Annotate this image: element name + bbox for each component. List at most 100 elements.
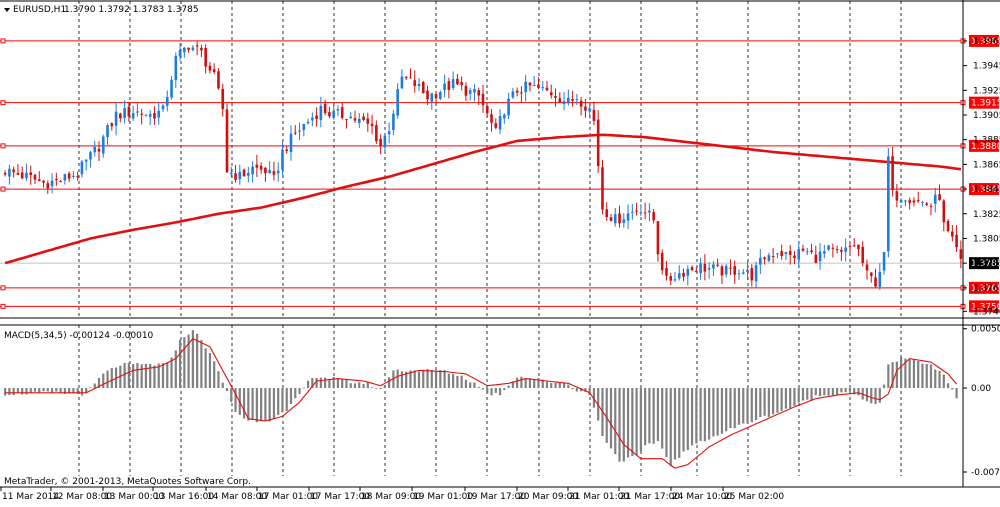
- candle-body: [217, 71, 220, 89]
- macd-bar: [818, 388, 822, 397]
- candle-body: [537, 84, 540, 88]
- macd-bar: [575, 388, 578, 392]
- candle-body: [97, 148, 101, 152]
- candle-body: [823, 251, 826, 254]
- candle-body: [805, 251, 809, 253]
- candle-body: [409, 77, 412, 79]
- macd-bar: [59, 388, 62, 394]
- macd-bar: [614, 388, 617, 455]
- macd-bar: [157, 363, 160, 389]
- macd-bar: [306, 380, 310, 389]
- macd-bar: [469, 382, 472, 389]
- macd-bar: [870, 388, 873, 404]
- macd-bar: [319, 377, 322, 389]
- macd-bar: [848, 388, 852, 392]
- candle-body: [618, 213, 621, 224]
- macd-bar: [25, 388, 28, 395]
- symbol-label: EURUSD,H1: [13, 5, 66, 15]
- macd-bar: [272, 388, 276, 419]
- macd-bar: [268, 388, 271, 422]
- candle-body: [421, 81, 425, 93]
- candle-body: [306, 121, 310, 124]
- macd-bar: [174, 350, 177, 389]
- macd-bar: [166, 362, 169, 389]
- candle-body: [933, 194, 937, 204]
- macd-bar: [349, 383, 352, 389]
- candle-body: [554, 96, 557, 98]
- macd-bar: [392, 370, 395, 389]
- macd-bar: [358, 382, 361, 389]
- candle-body: [558, 98, 562, 102]
- macd-bar: [136, 362, 139, 389]
- macd-bar: [639, 388, 642, 452]
- candle-body: [946, 220, 950, 232]
- candle-body: [33, 174, 37, 180]
- candle-body: [165, 97, 169, 106]
- horizontal-levels[interactable]: 1.3965 1.3915 1.3880 1.3845 1.3765 1.3750 1.37…: [0, 34, 1000, 313]
- candle-body: [8, 168, 11, 177]
- macd-bar: [742, 388, 745, 424]
- candle-body: [439, 92, 442, 99]
- macd-bar: [541, 379, 544, 389]
- candle-body: [887, 156, 890, 252]
- macd-bar: [853, 388, 856, 395]
- candle-body: [349, 116, 353, 119]
- macd-bar: [328, 379, 331, 389]
- candle-body: [852, 245, 856, 247]
- candle-body: [776, 253, 779, 255]
- y-tick-label: 1.3765: [973, 284, 1000, 294]
- macd-bar: [375, 388, 378, 389]
- macd-bar: [699, 388, 702, 441]
- macd-bar: [925, 363, 928, 389]
- macd-tick-label: 0.00504: [971, 325, 1000, 335]
- x-tick-label: 13 Mar 00:00: [104, 492, 164, 502]
- candle-body: [579, 100, 583, 107]
- macd-bar: [362, 383, 365, 389]
- candle-body: [353, 118, 357, 121]
- x-tick-label: 19 Mar 17:00: [466, 492, 526, 502]
- macd-bar: [908, 359, 911, 389]
- candle-body: [942, 200, 946, 223]
- level-label-bg: [969, 281, 999, 294]
- x-tick-label: 19 Mar 01:00: [413, 492, 473, 502]
- candle-body: [148, 114, 152, 117]
- macd-bar: [127, 362, 130, 389]
- macd-bar: [8, 388, 11, 396]
- chevron-down-icon[interactable]: [4, 8, 10, 12]
- macd-bar: [225, 388, 229, 392]
- candle-body: [575, 99, 579, 101]
- candle-body: [626, 213, 630, 221]
- macd-bar: [42, 388, 45, 392]
- macd-bar: [712, 388, 715, 437]
- candle-body: [490, 114, 493, 123]
- candle-body: [814, 254, 818, 263]
- level-label-bg: [969, 139, 999, 152]
- candle-body: [699, 263, 702, 274]
- candle-body: [652, 212, 655, 221]
- candle-body: [797, 249, 801, 260]
- candle-body: [818, 251, 822, 262]
- candle-body: [468, 90, 472, 94]
- candle-body: [311, 117, 314, 121]
- candle-body: [200, 47, 203, 51]
- candle-body: [417, 84, 421, 87]
- macd-bar: [132, 363, 135, 389]
- candle-body: [848, 245, 852, 248]
- candle-body: [801, 248, 805, 251]
- candle-body: [268, 170, 271, 174]
- macd-indicator: [4, 330, 958, 469]
- macd-bar: [725, 388, 728, 432]
- level-label: 1.3880: [971, 142, 1000, 152]
- macd-bar: [857, 388, 860, 396]
- candle-body: [959, 249, 963, 259]
- macd-bar: [750, 388, 753, 423]
- candle-body: [170, 79, 173, 98]
- candle-body: [609, 217, 613, 221]
- macd-bar: [605, 388, 608, 443]
- macd-bar: [76, 388, 79, 394]
- macd-bar: [170, 357, 173, 389]
- macd-bar: [669, 388, 672, 467]
- y-tick-label: 1.3885: [973, 136, 1000, 146]
- macd-bar: [149, 364, 152, 389]
- macd-bar: [38, 388, 41, 393]
